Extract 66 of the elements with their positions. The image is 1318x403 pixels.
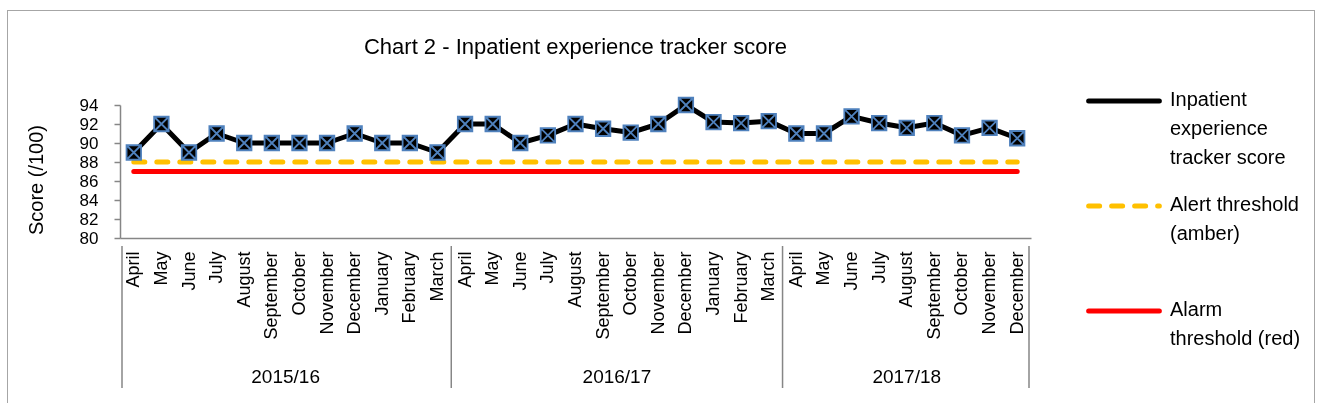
point	[981, 119, 998, 136]
point	[843, 108, 860, 125]
point	[208, 125, 225, 142]
x-tick-label: September	[923, 251, 944, 340]
x-tick-label: December	[675, 251, 696, 335]
x-tick-label: May	[813, 251, 834, 286]
y-axis-title: Score (/100)	[24, 124, 47, 236]
legend-label: Inpatient experience tracker score	[1170, 88, 1286, 168]
x-tick-label: September	[592, 251, 613, 340]
chart-title: Chart 2 - Inpatient experience tracker score	[363, 34, 788, 59]
y-tick-label: 86	[79, 171, 99, 191]
x-tick-label: November	[979, 251, 1000, 335]
point	[567, 115, 584, 133]
y-tick-label: 82	[79, 209, 99, 229]
point	[125, 144, 142, 161]
x-tick-label: June	[509, 251, 530, 291]
x-tick-label: February	[730, 251, 751, 324]
y-tick-label: 84	[79, 190, 99, 210]
x-tick-label: October	[951, 251, 972, 316]
legend-label: Alarm threshold (red)	[1170, 298, 1301, 349]
text: 2015/16	[251, 366, 320, 387]
y-tick-label: 90	[79, 133, 99, 153]
x-tick-label: October	[620, 251, 641, 316]
x-tick-label: November	[316, 251, 337, 335]
x-tick-label: October	[288, 251, 309, 316]
y-tick-label: 94	[79, 95, 99, 115]
x-tick-label: June	[178, 251, 199, 291]
point	[705, 113, 722, 131]
y-tick-label: 80	[79, 228, 99, 248]
text: 2017/18	[872, 366, 942, 387]
x-tick-label: August	[565, 251, 585, 308]
x-tick-label: December	[1006, 251, 1027, 335]
point	[153, 115, 170, 133]
x-tick-label: April	[123, 251, 144, 288]
x-tick-label: May	[150, 251, 171, 286]
point	[539, 127, 557, 144]
point	[815, 125, 833, 142]
text: 2016/17	[582, 366, 652, 387]
point	[429, 144, 446, 161]
point	[291, 134, 308, 152]
x-tick-label: January	[703, 251, 724, 316]
x-tick-label: March	[758, 251, 779, 302]
x-tick-label: April	[785, 251, 806, 288]
point	[926, 114, 943, 132]
x-tick-label: June	[841, 251, 862, 291]
x-tick-label: January	[371, 251, 392, 316]
x-tick-label: July	[206, 251, 227, 284]
point	[180, 144, 198, 161]
point	[346, 125, 363, 142]
y-tick-label: 92	[79, 114, 99, 134]
x-tick-label: September	[261, 251, 282, 340]
point	[788, 125, 805, 142]
legend-label: Alert threshold (amber)	[1170, 193, 1299, 244]
x-tick-label: December	[344, 251, 365, 335]
point	[622, 124, 639, 141]
point	[953, 127, 971, 144]
x-tick-label: July	[537, 251, 558, 284]
x-tick-label: March	[426, 251, 447, 302]
x-tick-label: August	[233, 251, 254, 308]
x-tick-label: February	[399, 251, 420, 324]
x-tick-label: November	[647, 251, 668, 335]
x-tick-label: May	[482, 251, 503, 286]
x-tick-label: August	[896, 251, 917, 308]
x-tick-label: July	[868, 251, 889, 284]
x-tick-label: April	[454, 251, 475, 288]
y-tick-label: 88	[79, 152, 99, 172]
